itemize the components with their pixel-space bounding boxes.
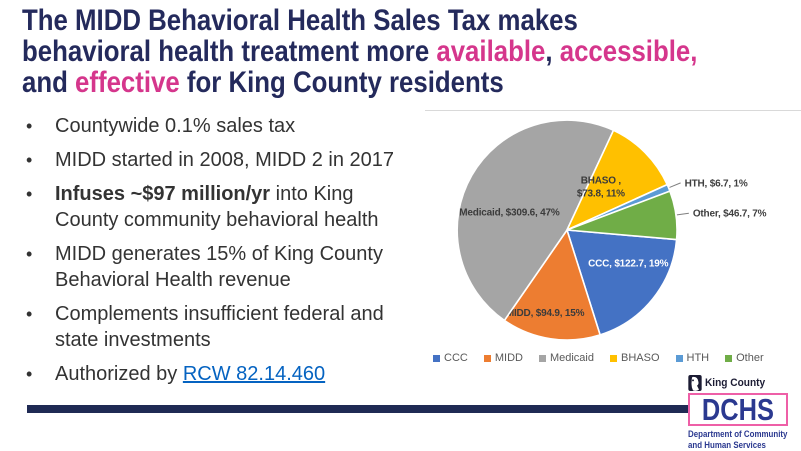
legend-marker-icon xyxy=(725,354,733,362)
dchs-box: DCHS xyxy=(688,393,788,426)
dchs-acronym: DCHS xyxy=(701,393,775,426)
legend-marker-icon xyxy=(675,354,683,362)
legend-label: Medicaid xyxy=(549,352,594,364)
dchs-caption-line-2: and Human Services xyxy=(688,440,766,451)
bullet-text: Infuses ~$97 million/yr into King County… xyxy=(55,181,419,233)
king-county-label: King County xyxy=(705,377,766,389)
leader-line-hth xyxy=(669,182,681,188)
title-accent-effective: effective xyxy=(75,66,180,99)
bullet-icon: • xyxy=(26,150,33,170)
bullet-icon: • xyxy=(26,244,33,264)
title-text: behavioral health treatment more xyxy=(22,35,437,68)
bullet-text: Countywide 0.1% sales tax xyxy=(55,115,296,137)
bullet-text: Authorized by xyxy=(55,363,183,385)
bullet-text: into King County community behavioral he… xyxy=(55,183,379,231)
bullet-icon: • xyxy=(26,184,33,204)
title-text: , xyxy=(545,35,560,68)
bullet-text: Complements insufficient federal and sta… xyxy=(55,303,384,351)
king-county-row: King County xyxy=(688,375,798,391)
legend-marker-icon xyxy=(483,354,491,362)
title-text: and xyxy=(22,66,76,99)
legend-item-hth: HTH xyxy=(675,352,710,364)
pie-label-ccc: CCC, $122.7, 19% xyxy=(588,259,668,270)
pie-slice-other xyxy=(566,190,678,241)
rcw-link[interactable]: RCW 82.14.460 xyxy=(182,363,326,385)
bullet-icon: • xyxy=(26,304,33,324)
chart-legend: CCC MIDD Medicaid BHASO HTH Other xyxy=(433,352,764,364)
title-text: The MIDD Behavioral Health Sales Tax mak… xyxy=(22,4,578,37)
legend-label: CCC xyxy=(444,352,468,364)
legend-marker-icon xyxy=(433,354,440,362)
pie-slice-ccc xyxy=(566,229,678,336)
dchs-caption: Department of Community and Human Servic… xyxy=(688,429,788,451)
dchs-caption-line-1: Department of Community xyxy=(688,429,788,439)
list-item: • Authorized by RCW 82.14.460 xyxy=(26,361,426,387)
list-item: • Complements insufficient federal and st… xyxy=(26,301,426,353)
list-item: • Infuses ~$97 million/yr into King Count… xyxy=(26,181,426,233)
legend-label: BHASO xyxy=(620,352,660,364)
pie-label-bhaso: BHASO , $73.8, 11% xyxy=(577,176,625,200)
legend-label: MIDD xyxy=(494,352,523,364)
bullet-text: MIDD generates 15% of King County Behavi… xyxy=(55,243,383,291)
legend-marker-icon xyxy=(538,354,546,362)
title-line-1: The MIDD Behavioral Health Sales Tax mak… xyxy=(22,5,697,36)
dchs-logo: King County DCHS Department of Community… xyxy=(688,375,798,451)
bullet-icon: • xyxy=(26,116,33,136)
title-accent-available: available xyxy=(436,35,546,68)
pie-slice-medicaid xyxy=(456,119,615,322)
page-title: The MIDD Behavioral Health Sales Tax mak… xyxy=(22,5,801,98)
pie-label-other: Other, $46.7, 7% xyxy=(693,209,767,220)
bullet-text: MIDD started in 2008, MIDD 2 in 2017 xyxy=(55,149,395,171)
legend-item-midd: MIDD xyxy=(483,352,523,364)
legend-item-ccc: CCC xyxy=(433,352,468,364)
bullet-icon: • xyxy=(26,364,33,384)
bullet-text: Authorized by RCW 82.14.460 xyxy=(55,361,419,387)
title-line-3: and effective for King County residents xyxy=(22,67,697,98)
bottom-accent-bar xyxy=(27,405,692,413)
list-item: • MIDD started in 2008, MIDD 2 in 2017 xyxy=(26,147,426,173)
pie-slice-midd xyxy=(503,229,601,341)
legend-item-medicaid: Medicaid xyxy=(538,352,594,364)
title-line-2: behavioral health treatment more availab… xyxy=(22,36,697,67)
leader-line-other xyxy=(676,212,689,216)
legend-marker-icon xyxy=(609,354,617,362)
list-item: • MIDD generates 15% of King County Behav… xyxy=(26,241,426,293)
list-item: • Countywide 0.1% sales tax xyxy=(26,113,426,139)
pie-label-midd: MIDD, $94.9, 15% xyxy=(506,308,585,319)
legend-label: Other xyxy=(736,352,764,364)
pie-label-hth: HTH, $6.7, 1% xyxy=(685,178,748,189)
king-county-icon xyxy=(688,375,702,391)
legend-item-other: Other xyxy=(725,352,764,364)
bullet-text-bold: Infuses ~$97 million/yr xyxy=(55,183,271,205)
pie-label-medicaid: Medicaid, $309.6, 47% xyxy=(459,207,560,218)
title-text: for King County residents xyxy=(179,66,504,99)
pie-chart-canvas: CCC, $122.7, 19% MIDD, $94.9, 15% Medicaid… xyxy=(456,119,767,341)
legend-label: HTH xyxy=(686,352,710,364)
bullet-list: • Countywide 0.1% sales tax • MIDD started… xyxy=(26,113,426,395)
title-accent-accessible: accessible, xyxy=(559,35,698,68)
revenue-pie-chart: CCC, $122.7, 19% MIDD, $94.9, 15% Medicaid… xyxy=(425,110,801,377)
legend-item-bhaso: BHASO xyxy=(609,352,660,364)
pie-slice-bhaso xyxy=(566,129,668,231)
